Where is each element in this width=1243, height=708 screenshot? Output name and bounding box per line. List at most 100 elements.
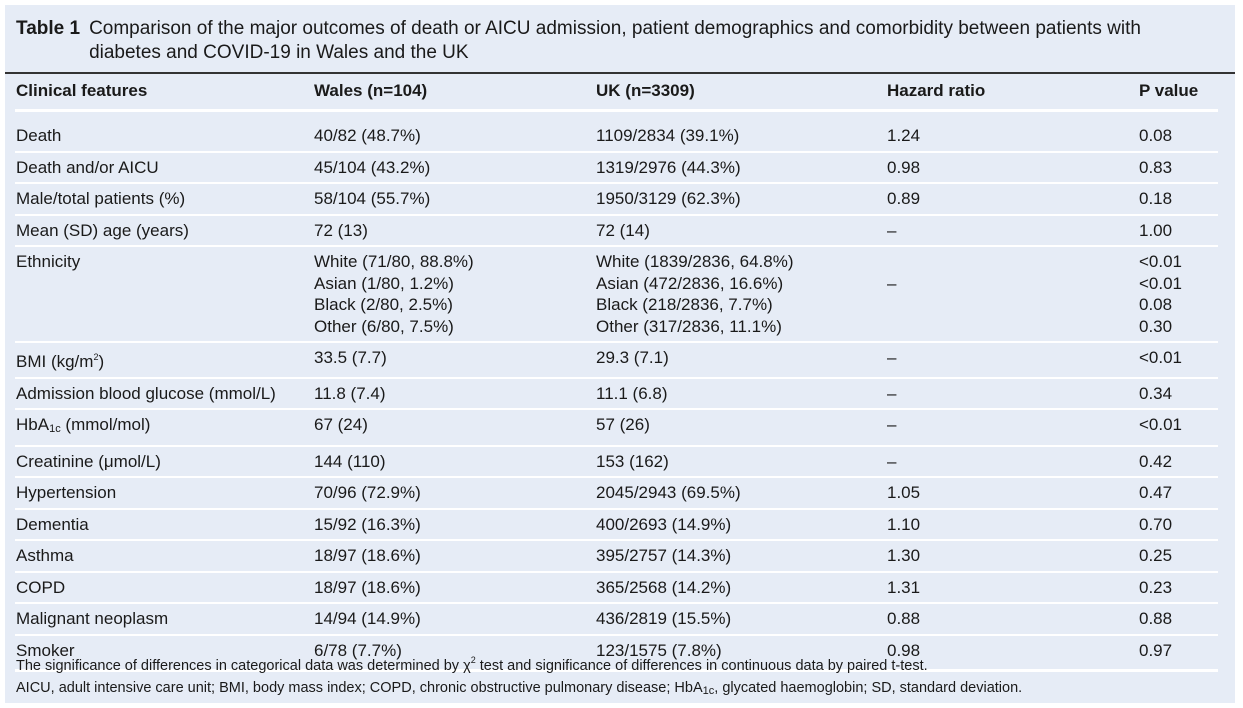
wales-cell: 144 (110) (314, 445, 596, 478)
p-value-cell: 0.23 (1139, 571, 1218, 604)
footnote: The significance of differences in categ… (16, 655, 928, 674)
footnotes: The significance of differences in categ… (16, 649, 1022, 702)
hazard-ratio-cell: 0.98 (887, 634, 1139, 672)
uk-cell: 57 (26) (596, 409, 887, 447)
column-header: Hazard ratio (887, 81, 986, 100)
feature-cell: BMI (kg/m2) (15, 342, 314, 379)
wales-cell: 45/104 (43.2%) (314, 151, 596, 184)
table-caption: Table 1 Comparison of the major outcomes… (16, 17, 1216, 65)
top-rule (5, 72, 1235, 74)
uk-cell: 436/2819 (15.5%) (596, 603, 887, 636)
hazard-ratio-cell: – (887, 445, 1139, 478)
p-value-cell: <0.01 (1139, 342, 1218, 379)
uk-cell: 400/2693 (14.9%) (596, 508, 887, 541)
column-header: Wales (n=104) (314, 81, 428, 100)
table-label: Table 1 (16, 18, 81, 39)
table-row: Asthma 18/97 (18.6%) 395/2757 (14.3%) 1.30 0… (15, 540, 1218, 573)
feature-cell: HbA1c (mmol/mol) (15, 409, 314, 447)
p-value-cell: 0.83 (1139, 151, 1218, 184)
p-value-cell: <0.01 (1139, 409, 1218, 447)
feature-cell: Asthma (15, 540, 314, 573)
feature-cell: Smoker (15, 634, 314, 672)
table-row: Ethnicity White (71/80, 88.8%) Asian (1/80… (15, 246, 1218, 343)
feature-cell: Admission blood glucose (mmol/L) (15, 377, 314, 410)
uk-cell: 72 (14) (596, 214, 887, 247)
uk-cell: 153 (162) (596, 445, 887, 478)
hazard-ratio-cell: 1.31 (887, 571, 1139, 604)
hazard-ratio-cell: 1.05 (887, 477, 1139, 510)
table-row: Admission blood glucose (mmol/L) 11.8 (7.… (15, 377, 1218, 410)
wales-cell: 18/97 (18.6%) (314, 571, 596, 604)
column-header: UK (n=3309) (596, 81, 695, 100)
column-header: Clinical features (16, 81, 148, 100)
feature-cell: Male/total patients (%) (15, 183, 314, 216)
feature-cell: Malignant neoplasm (15, 603, 314, 636)
uk-cell: 1950/3129 (62.3%) (596, 183, 887, 216)
feature-cell: COPD (15, 571, 314, 604)
table-panel: Table 1 Comparison of the major outcomes… (5, 5, 1235, 703)
wales-cell: 6/78 (7.7%) (314, 634, 596, 672)
table-row: Death and/or AICU 45/104 (43.2%) 1319/2976… (15, 151, 1218, 184)
hazard-ratio-cell: – (887, 214, 1139, 247)
column-header: P value (1139, 81, 1199, 100)
uk-cell: 365/2568 (14.2%) (596, 571, 887, 604)
wales-cell: 67 (24) (314, 409, 596, 447)
hazard-ratio-cell: 0.98 (887, 151, 1139, 184)
hazard-ratio-cell: 1.30 (887, 540, 1139, 573)
wales-cell: 33.5 (7.7) (314, 342, 596, 379)
p-value-cell: 0.97 (1139, 634, 1218, 672)
table-row: COPD 18/97 (18.6%) 365/2568 (14.2%) 1.31 0.2… (15, 571, 1218, 604)
hazard-ratio-cell: 1.10 (887, 508, 1139, 541)
wales-cell: 70/96 (72.9%) (314, 477, 596, 510)
p-value-cell: 0.42 (1139, 445, 1218, 478)
table-row: Death 40/82 (48.7%) 1109/2834 (39.1%) 1.24 0… (15, 121, 1218, 153)
table-row: Mean (SD) age (years) 72 (13) 72 (14) –1.00 (15, 214, 1218, 247)
wales-cell: 18/97 (18.6%) (314, 540, 596, 573)
feature-cell: Ethnicity (15, 246, 314, 343)
hazard-ratio-cell: – (887, 246, 1139, 343)
feature-cell: Creatinine (μmol/L) (15, 445, 314, 478)
data-table: Death 40/82 (48.7%) 1109/2834 (39.1%) 1.24 0… (15, 121, 1218, 672)
wales-cell: 58/104 (55.7%) (314, 183, 596, 216)
wales-cell: 11.8 (7.4) (314, 377, 596, 410)
hazard-ratio-cell: – (887, 377, 1139, 410)
table-row: Hypertension 70/96 (72.9%) 2045/2943 (69.5… (15, 477, 1218, 510)
wales-cell: 72 (13) (314, 214, 596, 247)
hazard-ratio-cell: 0.89 (887, 183, 1139, 216)
p-value-cell: 0.88 (1139, 603, 1218, 636)
feature-cell: Death and/or AICU (15, 151, 314, 184)
p-value-cell: 1.00 (1139, 214, 1218, 247)
p-value-cell: 0.08 (1139, 121, 1218, 153)
p-value-cell: 0.25 (1139, 540, 1218, 573)
wales-cell: 40/82 (48.7%) (314, 121, 596, 153)
p-value-cell: 0.70 (1139, 508, 1218, 541)
uk-cell: 29.3 (7.1) (596, 342, 887, 379)
hazard-ratio-cell: – (887, 342, 1139, 379)
footnote: AICU, adult intensive care unit; BMI, bo… (16, 680, 1023, 697)
uk-cell: 11.1 (6.8) (596, 377, 887, 410)
uk-cell: 123/1575 (7.8%) (596, 634, 887, 672)
feature-cell: Mean (SD) age (years) (15, 214, 314, 247)
hazard-ratio-cell: 0.88 (887, 603, 1139, 636)
wales-cell: 15/92 (16.3%) (314, 508, 596, 541)
feature-cell: Death (15, 121, 314, 153)
p-value-cell: <0.01 <0.01 0.08 0.30 (1139, 246, 1218, 343)
table-row: Creatinine (μmol/L) 144 (110) 153 (162) –0.… (15, 445, 1218, 478)
table-row: Malignant neoplasm 14/94 (14.9%) 436/2819 … (15, 603, 1218, 636)
header-divider (15, 109, 1218, 112)
hazard-ratio-cell: – (887, 409, 1139, 447)
uk-cell: 2045/2943 (69.5%) (596, 477, 887, 510)
table-title: Comparison of the major outcomes of deat… (89, 18, 1141, 63)
p-value-cell: 0.47 (1139, 477, 1218, 510)
hazard-ratio-cell: 1.24 (887, 121, 1139, 153)
table-row: Smoker 6/78 (7.7%) 123/1575 (7.8%) 0.98 0.97 (15, 634, 1218, 672)
wales-cell: 14/94 (14.9%) (314, 603, 596, 636)
table-row: Dementia 15/92 (16.3%) 400/2693 (14.9%) 1.1… (15, 508, 1218, 541)
table-row: HbA1c (mmol/mol) 67 (24) 57 (26) – <0.01 (15, 409, 1218, 447)
feature-cell: Dementia (15, 508, 314, 541)
p-value-cell: 0.34 (1139, 377, 1218, 410)
uk-cell: 1319/2976 (44.3%) (596, 151, 887, 184)
uk-cell: 395/2757 (14.3%) (596, 540, 887, 573)
p-value-cell: 0.18 (1139, 183, 1218, 216)
table-row: Male/total patients (%) 58/104 (55.7%) 195… (15, 183, 1218, 216)
